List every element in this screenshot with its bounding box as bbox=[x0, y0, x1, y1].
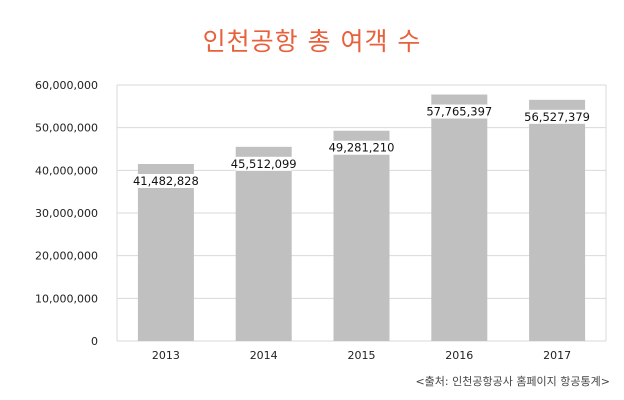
y-tick-label: 60,000,000 bbox=[35, 79, 98, 92]
bar bbox=[333, 130, 390, 341]
data-label: 49,281,210 bbox=[329, 141, 395, 155]
y-tick-label: 40,000,000 bbox=[35, 164, 98, 177]
bar bbox=[431, 94, 488, 342]
bar bbox=[235, 146, 292, 341]
x-tick-label: 2014 bbox=[250, 349, 278, 362]
data-labels: 41,482,828 45,512,099 49,281,210 57,765,397… bbox=[133, 104, 590, 189]
bar bbox=[137, 164, 194, 341]
data-label: 45,512,099 bbox=[231, 157, 297, 171]
source-note: <출처: 인천공항공사 홈페이지 항공통계> bbox=[415, 375, 610, 388]
x-axis-ticks: 2013 2014 2015 2016 2017 bbox=[152, 349, 571, 362]
y-tick-label: 10,000,000 bbox=[35, 292, 98, 305]
x-tick-label: 2016 bbox=[445, 349, 473, 362]
bar bbox=[529, 99, 586, 341]
y-tick-label: 30,000,000 bbox=[35, 207, 98, 220]
data-label: 56,527,379 bbox=[524, 110, 590, 124]
data-label: 57,765,397 bbox=[426, 105, 492, 119]
data-label-background bbox=[137, 174, 194, 189]
y-tick-label: 0 bbox=[91, 335, 98, 348]
x-tick-label: 2015 bbox=[348, 349, 376, 362]
y-tick-label: 50,000,000 bbox=[35, 122, 98, 135]
data-label: 41,482,828 bbox=[133, 174, 199, 188]
y-axis-ticks: 0 10,000,000 20,000,000 30,000,000 40,000,00… bbox=[35, 79, 98, 348]
data-label-background bbox=[431, 104, 488, 119]
data-label-background bbox=[529, 109, 586, 124]
bars bbox=[137, 94, 586, 342]
chart-title: 인천공항 총 여객 수 bbox=[202, 27, 422, 56]
data-label-background bbox=[333, 140, 390, 155]
data-label-background bbox=[235, 156, 292, 171]
x-tick-label: 2013 bbox=[152, 349, 180, 362]
y-tick-label: 20,000,000 bbox=[35, 250, 98, 263]
x-tick-label: 2017 bbox=[543, 349, 571, 362]
